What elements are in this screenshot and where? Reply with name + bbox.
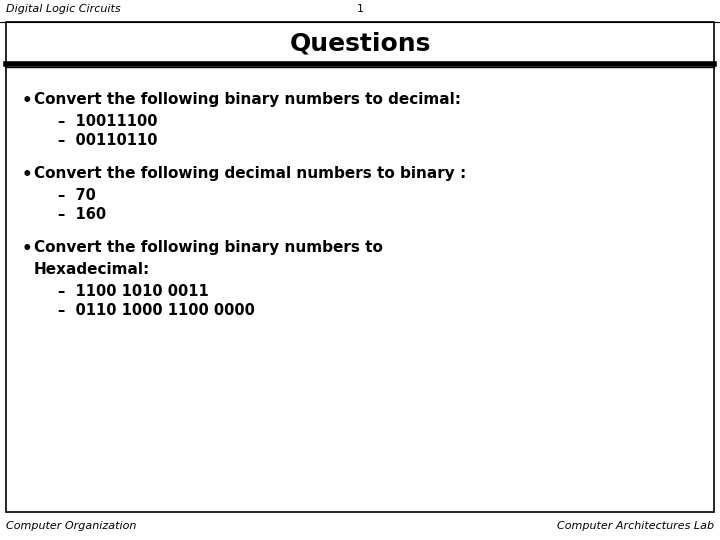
Text: Digital Logic Circuits: Digital Logic Circuits	[6, 4, 121, 14]
Text: –  10011100: – 10011100	[58, 114, 158, 129]
Text: Convert the following decimal numbers to binary :: Convert the following decimal numbers to…	[34, 166, 467, 181]
Text: Questions: Questions	[289, 31, 431, 55]
Text: Convert the following binary numbers to decimal:: Convert the following binary numbers to …	[34, 92, 461, 107]
Text: •: •	[22, 92, 32, 110]
Text: 1: 1	[356, 4, 364, 14]
Text: •: •	[22, 240, 32, 258]
Text: –  00110110: – 00110110	[58, 133, 158, 148]
Text: –  70: – 70	[58, 188, 96, 203]
Text: Hexadecimal:: Hexadecimal:	[34, 262, 150, 277]
Text: –  0110 1000 1100 0000: – 0110 1000 1100 0000	[58, 303, 255, 318]
Text: Computer Architectures Lab: Computer Architectures Lab	[557, 521, 714, 531]
Text: •: •	[22, 166, 32, 184]
Text: Computer Organization: Computer Organization	[6, 521, 136, 531]
Text: –  1100 1010 0011: – 1100 1010 0011	[58, 284, 209, 299]
Text: –  160: – 160	[58, 207, 106, 222]
Text: Convert the following binary numbers to: Convert the following binary numbers to	[34, 240, 383, 255]
